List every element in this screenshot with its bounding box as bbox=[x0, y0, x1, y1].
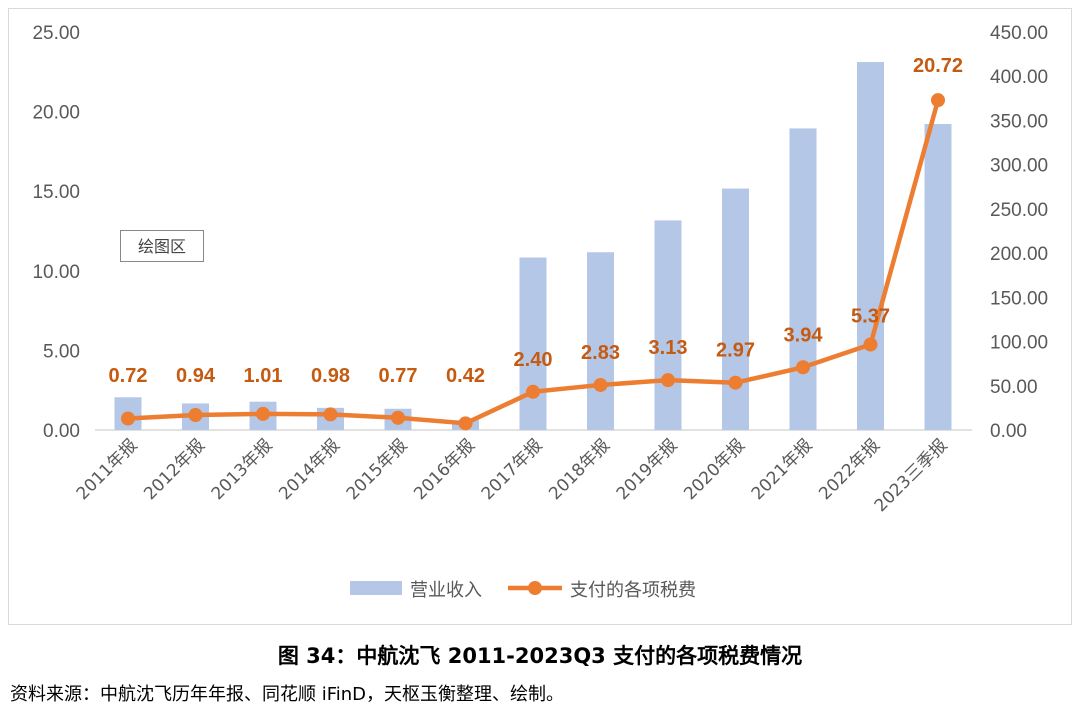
tax-data-label: 5.37 bbox=[851, 306, 890, 328]
tax-data-label: 20.72 bbox=[913, 55, 963, 77]
right-axis-tick: 400.00 bbox=[990, 67, 1048, 88]
tax-data-label: 3.13 bbox=[649, 337, 688, 359]
tax-data-label: 1.01 bbox=[244, 365, 283, 387]
x-axis-tick: 2016年报 bbox=[410, 435, 479, 504]
tax-data-label: 2.83 bbox=[581, 342, 620, 364]
legend-bar-swatch bbox=[350, 581, 402, 595]
revenue-bar bbox=[789, 128, 817, 430]
figure-caption: 图 34：中航沈飞 2011-2023Q3 支付的各项税费情况 bbox=[277, 644, 803, 668]
revenue-bar bbox=[587, 252, 614, 430]
chart-frame bbox=[8, 8, 1072, 625]
tax-data-label: 2.97 bbox=[716, 340, 755, 362]
right-axis-tick: 250.00 bbox=[990, 200, 1048, 221]
x-axis-tick: 2017年报 bbox=[478, 435, 547, 504]
right-axis-tick: 200.00 bbox=[990, 244, 1048, 265]
right-axis-tick: 450.00 bbox=[990, 23, 1048, 44]
right-axis-tick: 300.00 bbox=[990, 156, 1048, 177]
legend-line-marker bbox=[528, 581, 542, 595]
plot-area-tooltip: 绘图区 bbox=[120, 230, 204, 262]
revenue-bar bbox=[519, 257, 547, 430]
tax-data-label: 0.77 bbox=[379, 365, 418, 387]
x-axis-tick: 2015年报 bbox=[343, 435, 412, 504]
left-axis-tick: 10.00 bbox=[32, 262, 80, 283]
left-axis-tick: 15.00 bbox=[32, 182, 80, 203]
x-axis-tick: 2014年报 bbox=[275, 435, 344, 504]
tax-point bbox=[458, 416, 473, 431]
x-axis-tick: 2023三季报 bbox=[871, 435, 952, 516]
tax-point bbox=[391, 410, 405, 425]
revenue-bar bbox=[654, 220, 682, 430]
right-axis-tick: 0.00 bbox=[990, 421, 1027, 442]
left-axis-tick: 25.00 bbox=[32, 23, 80, 44]
revenue-bar bbox=[857, 62, 884, 431]
tax-point bbox=[323, 407, 338, 422]
tax-point bbox=[931, 93, 945, 108]
left-axis-tick: 5.00 bbox=[43, 341, 80, 362]
revenue-bar bbox=[722, 188, 749, 430]
right-axis-tick: 100.00 bbox=[990, 333, 1048, 354]
tax-data-label: 0.72 bbox=[109, 365, 148, 387]
tax-point bbox=[526, 384, 540, 399]
x-axis-tick: 2019年报 bbox=[613, 435, 682, 504]
tax-point bbox=[256, 406, 270, 421]
right-axis-tick: 350.00 bbox=[990, 111, 1048, 132]
x-axis-tick: 2020年报 bbox=[680, 435, 749, 504]
tax-point bbox=[796, 360, 810, 375]
tax-data-label: 0.42 bbox=[446, 365, 485, 387]
x-axis-tick: 2018年报 bbox=[545, 435, 614, 504]
left-axis-tick: 20.00 bbox=[32, 103, 80, 124]
right-axis-tick: 50.00 bbox=[990, 377, 1038, 398]
tax-point bbox=[593, 377, 608, 392]
x-axis-tick: 2011年报 bbox=[73, 435, 142, 504]
combo-chart: 0.00 5.00 10.00 15.00 20.00 25.00 0.00 50.00 100… bbox=[32, 23, 1048, 601]
legend-label-revenue: 营业收入 bbox=[410, 580, 482, 601]
tax-point bbox=[121, 411, 135, 426]
x-axis-tick: 2012年报 bbox=[140, 435, 209, 504]
tax-point bbox=[188, 408, 203, 423]
tax-data-label: 0.98 bbox=[311, 365, 350, 387]
x-axis-tick: 2022年报 bbox=[815, 435, 884, 504]
x-axis-tick: 2013年报 bbox=[208, 435, 277, 504]
tax-point bbox=[728, 375, 743, 390]
left-axis-tick: 0.00 bbox=[43, 421, 80, 442]
tax-data-label: 2.40 bbox=[514, 349, 553, 371]
tax-point bbox=[863, 337, 878, 352]
tax-point bbox=[661, 373, 675, 388]
tax-data-label: 0.94 bbox=[176, 365, 216, 387]
x-axis-tick: 2021年报 bbox=[748, 435, 817, 504]
revenue-bar bbox=[924, 123, 952, 430]
source-note: 资料来源：中航沈飞历年年报、同花顺 iFinD，天枢玉衡整理、绘制。 bbox=[10, 684, 565, 705]
legend-label-tax: 支付的各项税费 bbox=[570, 580, 696, 601]
right-axis-tick: 150.00 bbox=[990, 288, 1048, 309]
tax-data-label: 3.94 bbox=[784, 324, 824, 346]
